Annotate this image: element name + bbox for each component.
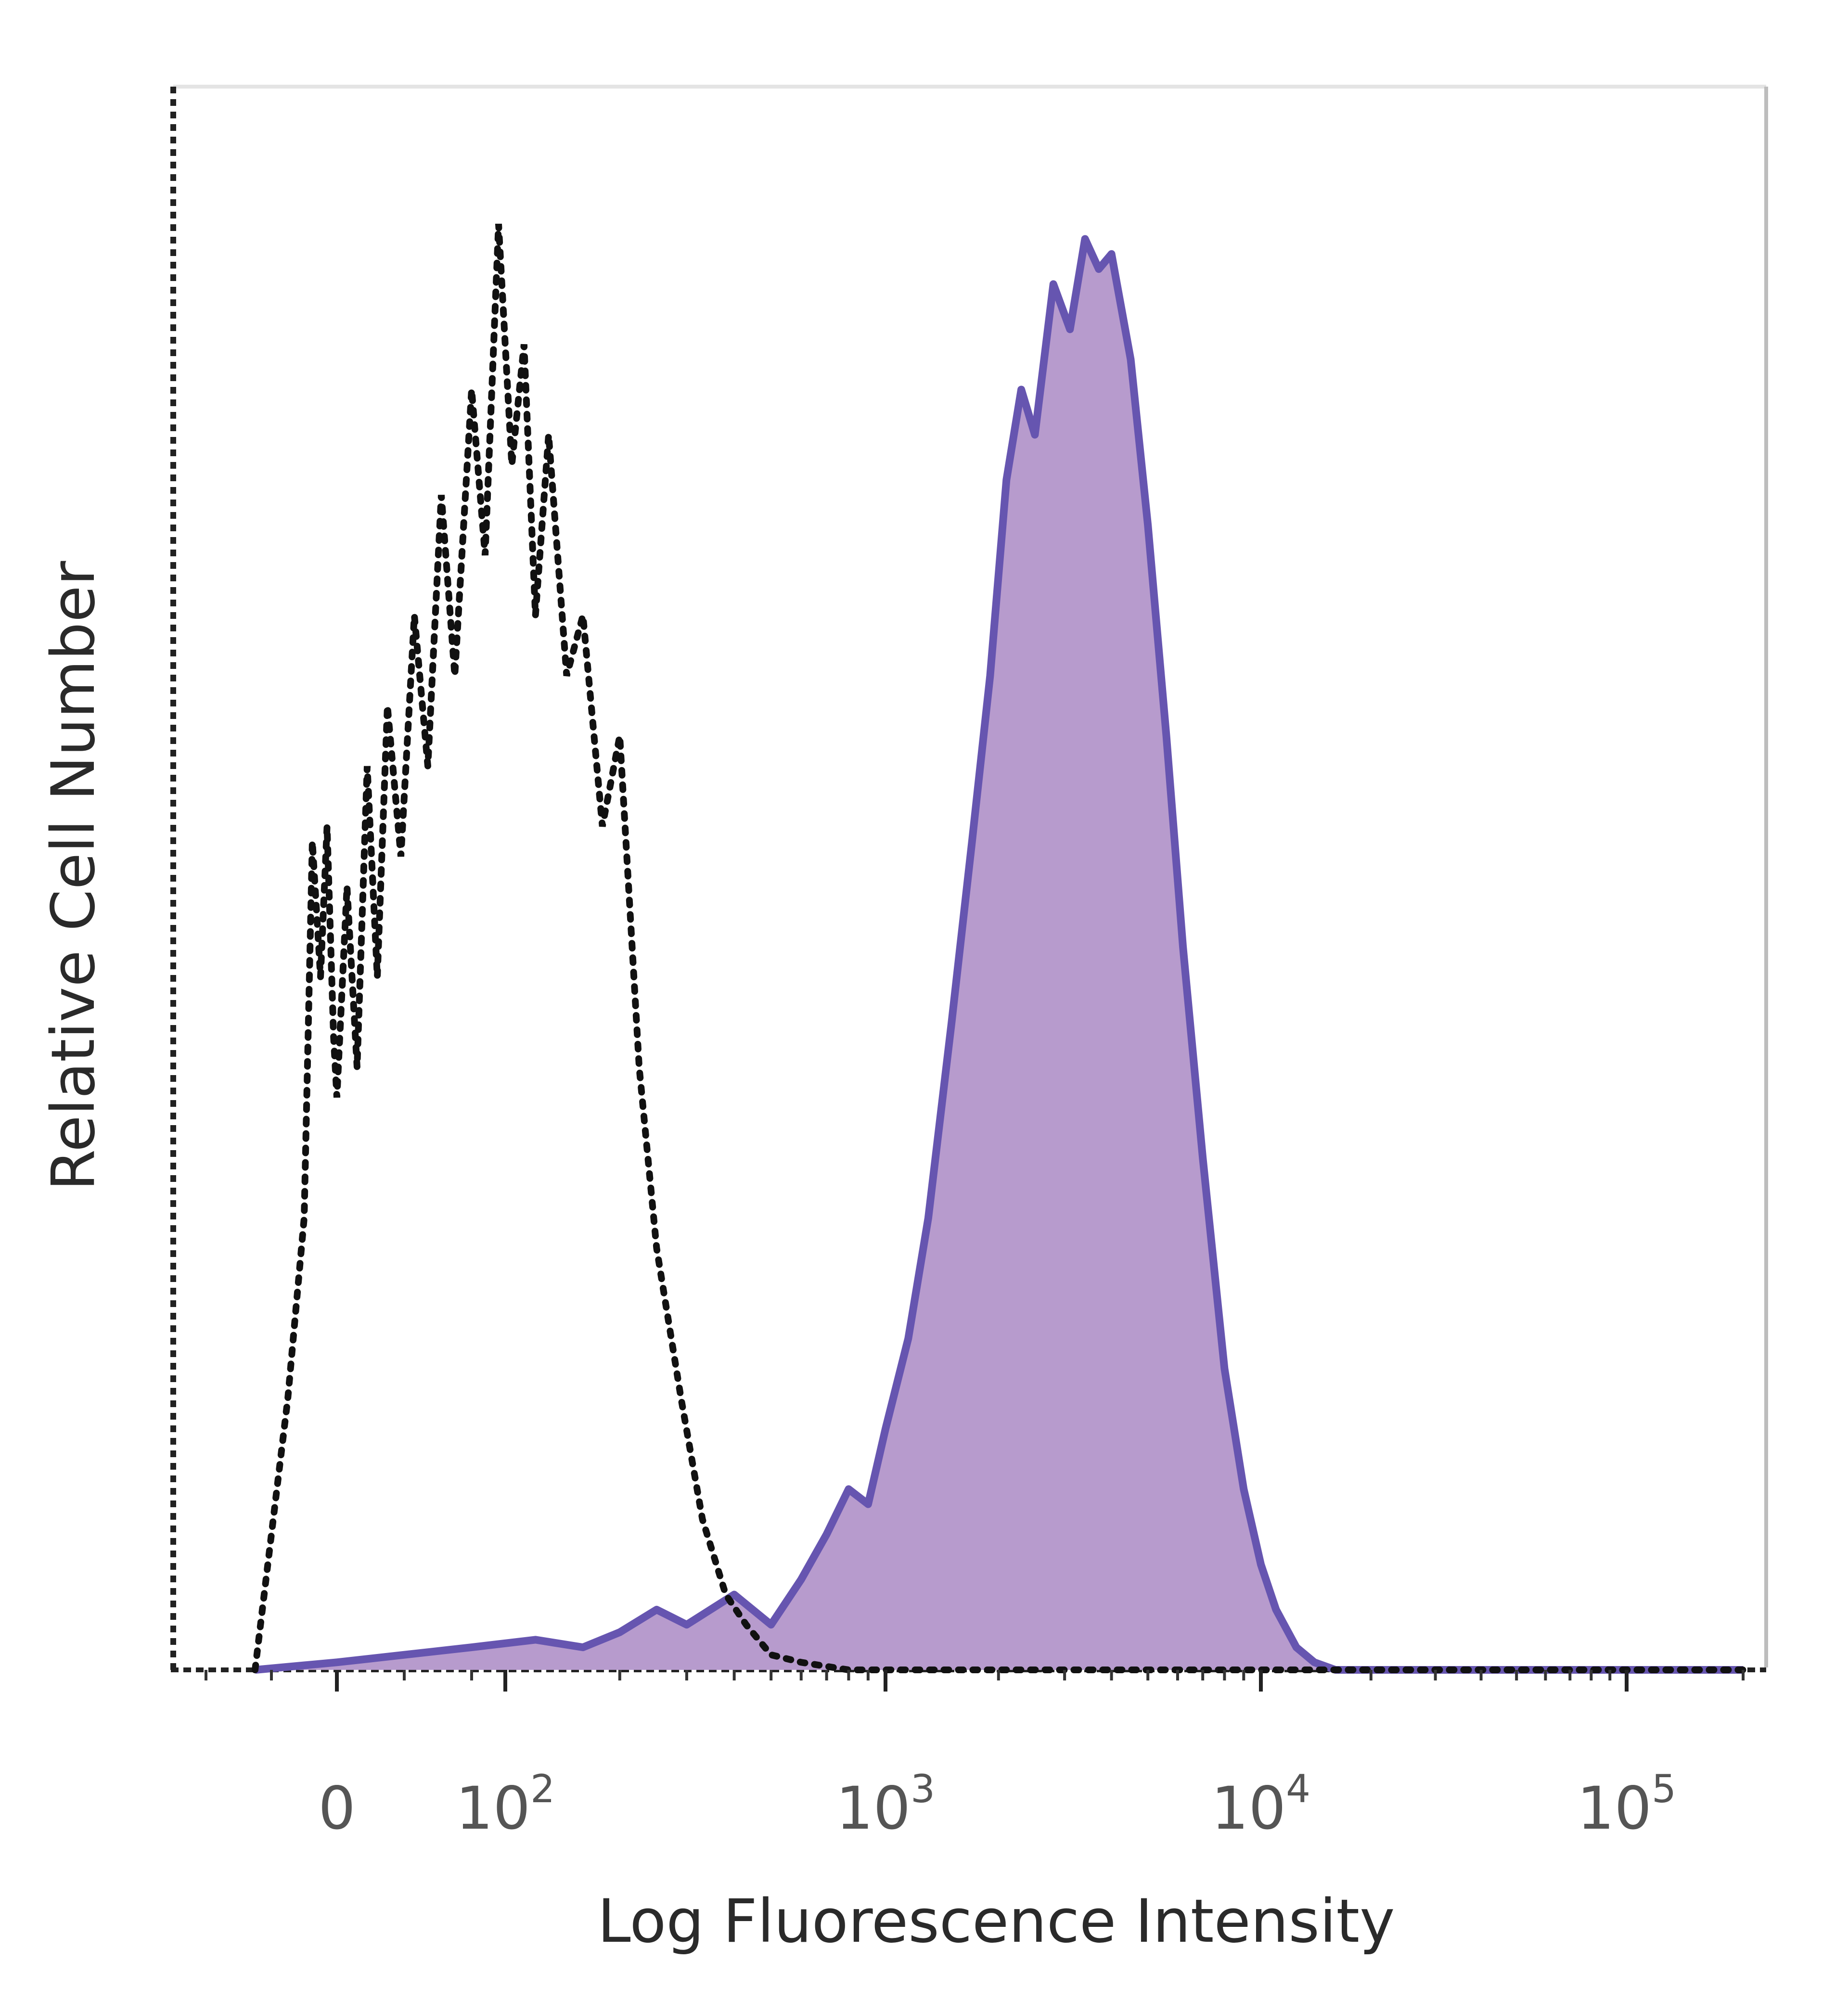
tick-layer: 0 102 103 104 105 [205, 1670, 1745, 1843]
series-0-line [252, 223, 1747, 1673]
x-tick-label-2: 103 [836, 1767, 935, 1843]
x-tick-label-0: 0 [318, 1774, 356, 1843]
series-1-line [255, 235, 1744, 1674]
x-tick-label-4: 105 [1577, 1767, 1676, 1843]
x-tick-label-3: 104 [1211, 1767, 1310, 1843]
x-axis-title: Log Fluorescence Intensity [598, 1887, 1395, 1956]
y-axis-title: Relative Cell Number [39, 561, 108, 1191]
series-1-fill [255, 239, 1744, 1670]
series-layer [252, 223, 1747, 1674]
x-tick-label-1: 102 [456, 1767, 555, 1843]
